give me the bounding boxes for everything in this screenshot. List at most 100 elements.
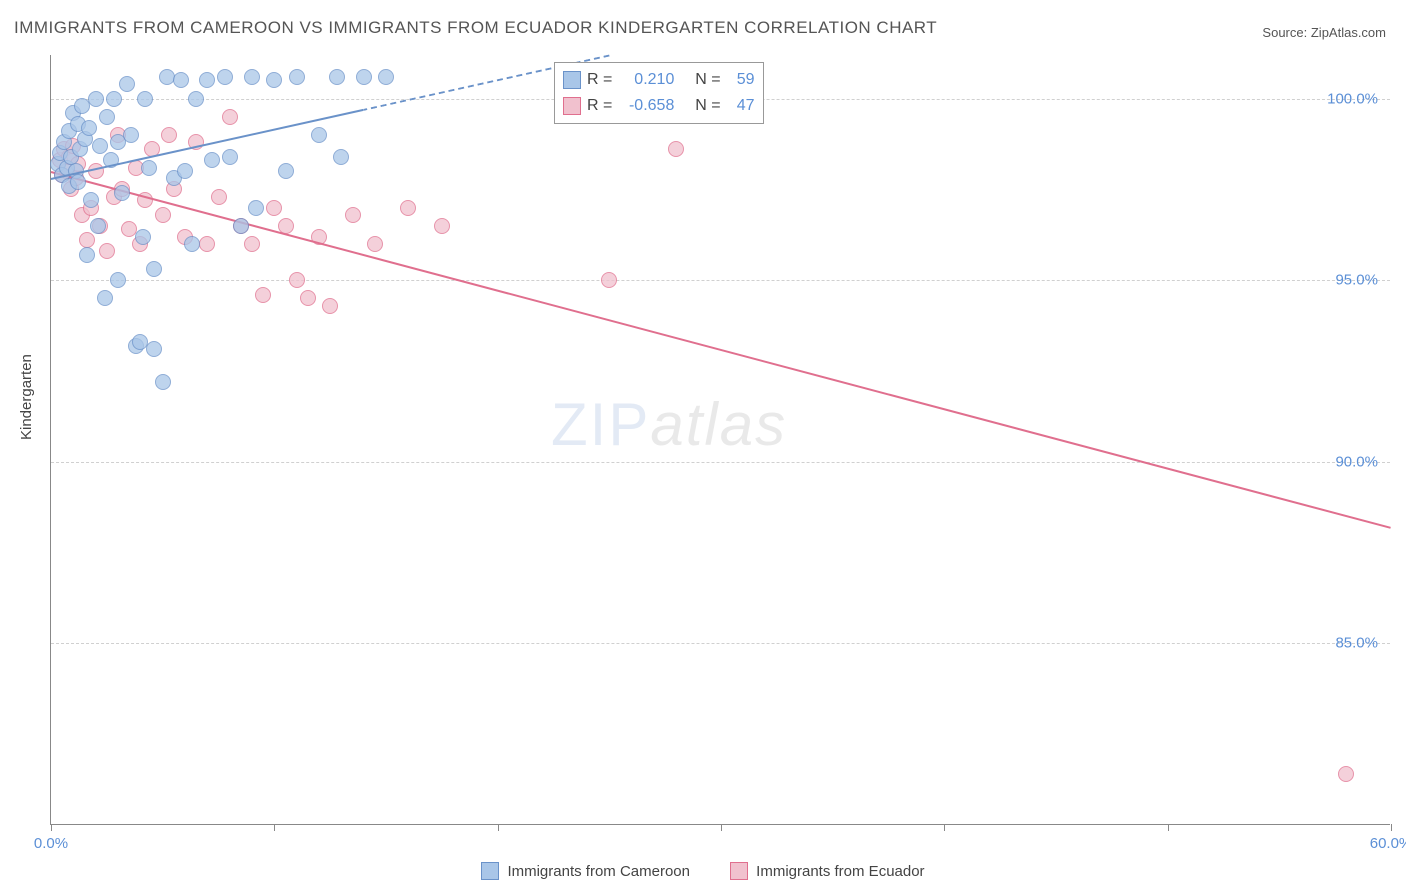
stats-n-label: N = — [695, 67, 720, 93]
scatter-point-ecuador — [199, 236, 215, 252]
source-link[interactable]: ZipAtlas.com — [1311, 25, 1386, 40]
x-tick — [274, 824, 275, 831]
legend-item-ecuador: Immigrants from Ecuador — [730, 862, 924, 880]
scatter-point-cameroon — [217, 69, 233, 85]
y-tick-label: 100.0% — [1327, 90, 1378, 107]
y-tick-label: 90.0% — [1335, 453, 1378, 470]
scatter-point-ecuador — [161, 127, 177, 143]
scatter-point-ecuador — [266, 200, 282, 216]
scatter-point-ecuador — [434, 218, 450, 234]
scatter-point-cameroon — [278, 163, 294, 179]
legend-swatch-cameroon — [481, 862, 499, 880]
source-attribution: Source: ZipAtlas.com — [1262, 25, 1386, 40]
scatter-point-cameroon — [233, 218, 249, 234]
x-tick — [51, 824, 52, 831]
x-tick-label: 60.0% — [1370, 835, 1406, 852]
x-tick — [498, 824, 499, 831]
scatter-point-cameroon — [222, 149, 238, 165]
scatter-point-ecuador — [211, 189, 227, 205]
scatter-point-cameroon — [81, 120, 97, 136]
bottom-legend: Immigrants from Cameroon Immigrants from… — [0, 862, 1406, 884]
stats-r-value: -0.658 — [618, 93, 674, 119]
stats-swatch — [563, 71, 581, 89]
scatter-point-cameroon — [110, 272, 126, 288]
scatter-point-cameroon — [155, 374, 171, 390]
stats-row-ecuador: R =-0.658 N =47 — [563, 93, 755, 119]
watermark-zip: ZIP — [551, 391, 650, 458]
stats-r-value: 0.210 — [618, 67, 674, 93]
stats-n-value: 59 — [727, 67, 755, 93]
scatter-point-ecuador — [300, 290, 316, 306]
gridline — [51, 462, 1390, 463]
scatter-point-cameroon — [135, 229, 151, 245]
scatter-point-cameroon — [106, 91, 122, 107]
scatter-point-cameroon — [123, 127, 139, 143]
scatter-point-cameroon — [141, 160, 157, 176]
scatter-point-cameroon — [97, 290, 113, 306]
scatter-point-ecuador — [244, 236, 260, 252]
scatter-point-cameroon — [70, 174, 86, 190]
legend-label-cameroon: Immigrants from Cameroon — [507, 863, 690, 880]
scatter-point-cameroon — [146, 261, 162, 277]
stats-r-label: R = — [587, 93, 612, 119]
scatter-point-cameroon — [199, 72, 215, 88]
x-tick — [944, 824, 945, 831]
x-tick — [721, 824, 722, 831]
scatter-point-ecuador — [99, 243, 115, 259]
scatter-point-cameroon — [333, 149, 349, 165]
scatter-point-cameroon — [204, 152, 220, 168]
scatter-point-ecuador — [367, 236, 383, 252]
scatter-point-cameroon — [311, 127, 327, 143]
scatter-point-cameroon — [137, 91, 153, 107]
chart-title: IMMIGRANTS FROM CAMEROON VS IMMIGRANTS F… — [14, 18, 937, 38]
scatter-point-ecuador — [1338, 766, 1354, 782]
scatter-point-ecuador — [668, 141, 684, 157]
scatter-point-cameroon — [356, 69, 372, 85]
x-tick — [1168, 824, 1169, 831]
regression-line-ecuador — [51, 171, 1392, 529]
x-tick-label: 0.0% — [34, 835, 68, 852]
scatter-point-cameroon — [289, 69, 305, 85]
scatter-point-cameroon — [99, 109, 115, 125]
scatter-point-ecuador — [601, 272, 617, 288]
gridline — [51, 643, 1390, 644]
scatter-point-cameroon — [88, 91, 104, 107]
stats-n-value: 47 — [727, 93, 755, 119]
scatter-point-cameroon — [184, 236, 200, 252]
scatter-point-ecuador — [400, 200, 416, 216]
scatter-point-cameroon — [248, 200, 264, 216]
plot-area: ZIPatlas 85.0%90.0%95.0%100.0%0.0%60.0% — [50, 55, 1390, 825]
legend-label-ecuador: Immigrants from Ecuador — [756, 863, 924, 880]
scatter-point-cameroon — [244, 69, 260, 85]
scatter-point-ecuador — [155, 207, 171, 223]
scatter-point-cameroon — [188, 91, 204, 107]
y-tick-label: 95.0% — [1335, 272, 1378, 289]
scatter-point-cameroon — [92, 138, 108, 154]
scatter-point-cameroon — [146, 341, 162, 357]
scatter-point-ecuador — [255, 287, 271, 303]
scatter-point-cameroon — [119, 76, 135, 92]
legend-swatch-ecuador — [730, 862, 748, 880]
stats-swatch — [563, 97, 581, 115]
scatter-point-cameroon — [90, 218, 106, 234]
stats-r-label: R = — [587, 67, 612, 93]
watermark-atlas: atlas — [650, 391, 787, 458]
scatter-point-cameroon — [378, 69, 394, 85]
x-tick — [1391, 824, 1392, 831]
watermark: ZIPatlas — [551, 390, 787, 459]
scatter-point-cameroon — [79, 247, 95, 263]
scatter-point-ecuador — [222, 109, 238, 125]
scatter-point-ecuador — [289, 272, 305, 288]
scatter-point-cameroon — [266, 72, 282, 88]
legend-item-cameroon: Immigrants from Cameroon — [481, 862, 690, 880]
scatter-point-cameroon — [329, 69, 345, 85]
scatter-point-cameroon — [114, 185, 130, 201]
scatter-point-ecuador — [322, 298, 338, 314]
stats-box: R =0.210 N = 59R =-0.658 N =47 — [554, 62, 764, 124]
y-tick-label: 85.0% — [1335, 635, 1378, 652]
gridline — [51, 280, 1390, 281]
y-axis-label: Kindergarten — [18, 354, 35, 440]
scatter-point-ecuador — [345, 207, 361, 223]
scatter-point-cameroon — [177, 163, 193, 179]
source-label: Source: — [1262, 25, 1307, 40]
